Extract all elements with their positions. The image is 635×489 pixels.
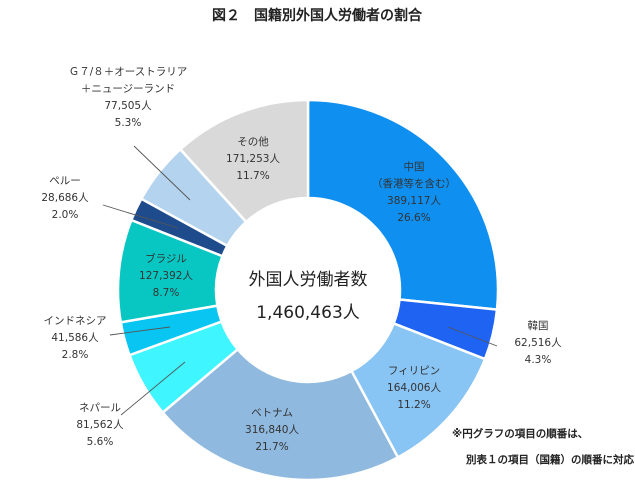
slice-1 (306, 98, 500, 311)
leader-lines (102, 145, 498, 416)
slice-9-label-4: 5.3% (115, 117, 142, 129)
note-line-1: ※円グラフの項目の順番は、 (452, 427, 588, 440)
slice-5-label-1: ネパール (79, 402, 121, 414)
slice-1-label-1: 中国 (404, 160, 425, 173)
slice-1-label-4: 26.6% (397, 212, 430, 224)
leader-line-8 (102, 204, 179, 229)
chart-title: 図２ 国籍別外国人労働者の割合 (212, 7, 423, 24)
slice-9-label-1: Ｇ７/８＋オーストラリア (69, 66, 188, 78)
note-line-2: 別表１の項目（国籍）の順番に対応 (465, 453, 634, 466)
slice-4 (161, 347, 400, 482)
center-title: 外国人労働者数 (249, 270, 368, 290)
slice-2-label-1: 韓国 (528, 320, 549, 332)
leader-line-6 (109, 326, 171, 336)
slice-10 (178, 98, 310, 224)
slice-2-label-3: 4.3% (525, 354, 552, 366)
leader-line-2 (447, 326, 498, 347)
slice-8-label-1: ペルー (49, 175, 81, 187)
slice-3-label-2: 164,006人 (387, 382, 441, 394)
slice-9-label-3: 77,505人 (104, 100, 152, 112)
slice-4-label-2: 316,840人 (245, 424, 299, 436)
slice-8-label-2: 28,686人 (41, 192, 89, 204)
slice-3-label-1: フィリピン (388, 365, 440, 377)
slice-4-label-3: 21.7% (255, 441, 288, 453)
slice-2-label-2: 62,516人 (514, 337, 562, 349)
slice-8-label-3: 2.0% (52, 209, 79, 221)
leader-line-5 (120, 361, 186, 416)
slice-9-label-2: ＋ニュージーランド (81, 83, 175, 95)
slices-group (116, 98, 500, 482)
slice-10-label-3: 11.7% (236, 170, 269, 182)
slice-3-label-3: 11.2% (397, 399, 430, 411)
slice-labels: 中国 （香港等を含む） 389,117人 26.6% 韓国 62,516人 4.3% フィリピ… (41, 66, 562, 453)
slice-7-label-2: 127,392人 (139, 270, 193, 282)
slice-4-label-1: ベトナム (251, 407, 293, 419)
slice-7-label-1: ブラジル (145, 252, 187, 265)
slice-10-label-2: 171,253人 (226, 153, 280, 165)
slice-5-label-2: 81,562人 (76, 419, 124, 431)
center-total-value: 1,460,463人 (256, 303, 360, 323)
slice-5-label-3: 5.6% (87, 436, 114, 448)
slice-6-label-3: 2.8% (62, 349, 89, 361)
slice-6-label-1: インドネシア (44, 315, 107, 327)
slice-10-label-1: その他 (237, 135, 269, 148)
slice-1-label-2: （香港等を含む） (372, 177, 456, 190)
slice-7-label-3: 8.7% (153, 287, 180, 299)
slice-6-label-2: 41,586人 (51, 332, 99, 344)
slice-1-label-3: 389,117人 (387, 195, 441, 207)
leader-line-9 (133, 145, 191, 201)
